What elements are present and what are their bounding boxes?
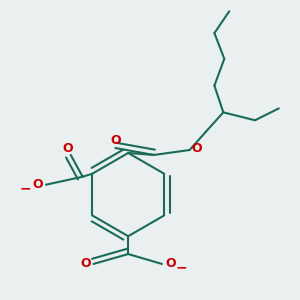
Text: −: −	[176, 260, 187, 274]
Text: O: O	[192, 142, 203, 155]
Text: O: O	[62, 142, 73, 155]
Text: O: O	[80, 257, 91, 270]
Text: O: O	[165, 257, 175, 270]
Text: O: O	[32, 178, 43, 191]
Text: −: −	[20, 181, 32, 195]
Text: O: O	[110, 134, 121, 147]
